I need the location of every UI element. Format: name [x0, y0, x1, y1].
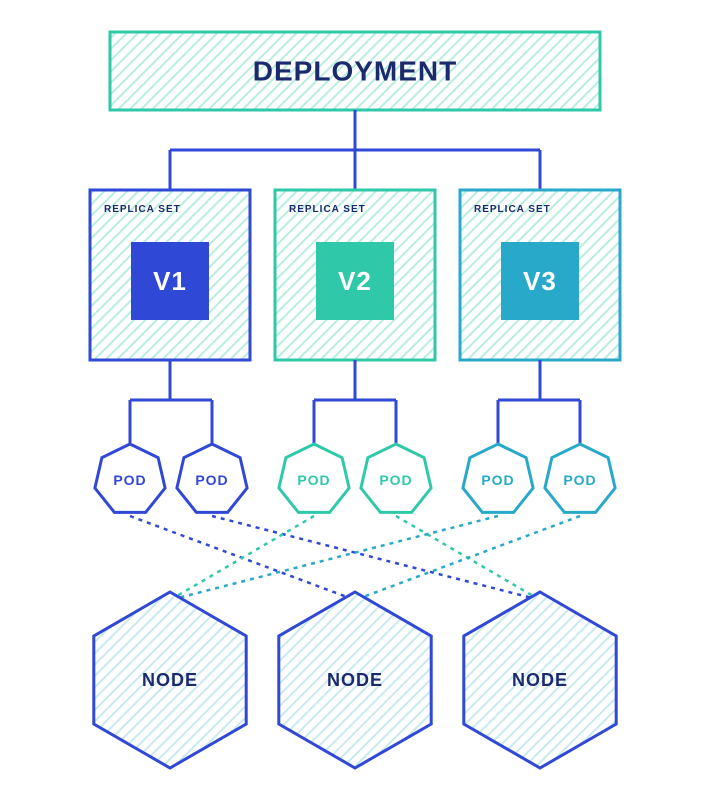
pod: POD [95, 444, 165, 512]
pod-label: POD [297, 472, 330, 488]
connector-deploy-to-rs [170, 110, 540, 190]
replicaset-label: REPLICA SET [474, 204, 551, 215]
replicaset-box: REPLICA SET V2 [275, 190, 435, 360]
pod: POD [463, 444, 533, 512]
pod-label: POD [563, 472, 596, 488]
pod-label: POD [113, 472, 146, 488]
pods-row: POD POD POD POD POD POD [95, 444, 615, 512]
dotted-links [130, 516, 580, 600]
pod: POD [177, 444, 247, 512]
connector-rs-to-pods [130, 360, 580, 445]
node-label: NODE [512, 670, 568, 690]
pod-label: POD [379, 472, 412, 488]
replicaset-label: REPLICA SET [289, 204, 366, 215]
replicaset-box: REPLICA SET V3 [460, 190, 620, 360]
node: NODE [464, 592, 616, 768]
nodes-row: NODE NODE NODE [94, 592, 616, 768]
pod-label: POD [195, 472, 228, 488]
pod: POD [279, 444, 349, 512]
pod: POD [545, 444, 615, 512]
pod: POD [361, 444, 431, 512]
pod-label: POD [481, 472, 514, 488]
dotted-link [170, 516, 498, 600]
replicaset-version: V2 [338, 266, 372, 296]
replicaset-version: V3 [523, 266, 557, 296]
dotted-link [355, 516, 580, 600]
replicaset-version: V1 [153, 266, 187, 296]
dotted-link [212, 516, 540, 600]
k8s-hierarchy-diagram: DEPLOYMENT REPLICA SETV1REPLICA SETV2REP… [0, 0, 709, 796]
node-label: NODE [142, 670, 198, 690]
deployment-box: DEPLOYMENT [110, 32, 600, 110]
node: NODE [279, 592, 431, 768]
node-label: NODE [327, 670, 383, 690]
replicaset-row: REPLICA SET V1 REPLICA SET V2 REPLICA SET V3 [90, 190, 620, 360]
replicaset-label: REPLICA SET [104, 204, 181, 215]
deployment-label: DEPLOYMENT [253, 56, 457, 87]
node: NODE [94, 592, 246, 768]
dotted-link [170, 516, 314, 600]
replicaset-box: REPLICA SET V1 [90, 190, 250, 360]
